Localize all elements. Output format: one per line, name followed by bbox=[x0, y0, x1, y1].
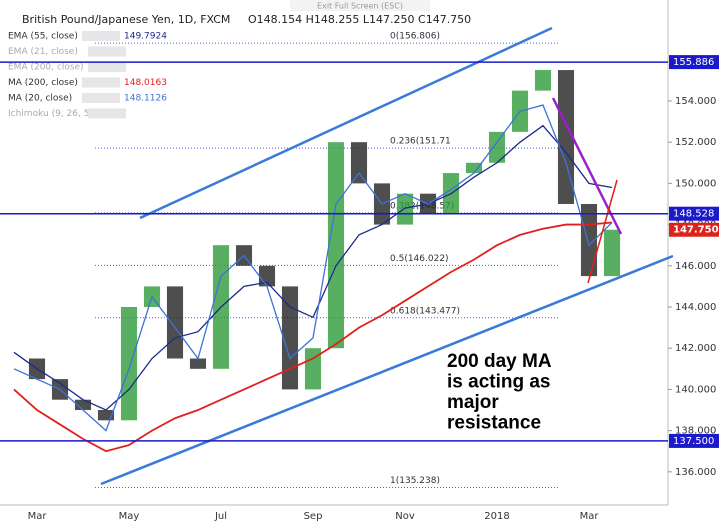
candle bbox=[580, 203, 598, 277]
x-tick-label: Jul bbox=[214, 511, 227, 522]
ma-line bbox=[13, 104, 613, 432]
fib-label: 0(156.806) bbox=[390, 32, 440, 42]
legend-entry: MA (200, close) bbox=[8, 78, 78, 88]
legend-buttons bbox=[82, 77, 120, 88]
x-tick-label: Sep bbox=[304, 511, 323, 522]
level-badge bbox=[669, 55, 719, 70]
y-tick-label: 146.000 bbox=[675, 261, 716, 272]
legend-buttons bbox=[82, 93, 120, 103]
legend-entry: EMA (200, close) bbox=[8, 63, 84, 73]
last-price-badge bbox=[669, 222, 719, 237]
x-tick-label: Nov bbox=[395, 511, 415, 522]
trend-line bbox=[587, 179, 618, 284]
x-tick-label: Mar bbox=[580, 511, 600, 522]
annotation-line: major bbox=[447, 392, 499, 413]
level-label: 137.500 bbox=[673, 436, 714, 447]
channel-lower bbox=[100, 254, 674, 486]
x-tick-label: Mar bbox=[28, 511, 48, 522]
annotation-line: resistance bbox=[447, 413, 541, 434]
y-tick-label: 136.000 bbox=[675, 467, 716, 478]
legend-buttons bbox=[82, 31, 120, 41]
legend-buttons bbox=[88, 62, 126, 72]
fib-label: 0.236(151.71 bbox=[390, 137, 451, 147]
y-tick-label: 140.000 bbox=[675, 384, 716, 395]
candle bbox=[281, 286, 299, 390]
legend-buttons bbox=[88, 108, 126, 119]
symbol: British Pound/Japanese Yen, 1D, FXCM bbox=[22, 13, 230, 26]
candle bbox=[74, 399, 92, 411]
candle bbox=[350, 142, 368, 184]
candle bbox=[557, 70, 575, 204]
candle bbox=[488, 131, 506, 163]
level-label: 148.528 bbox=[673, 209, 714, 220]
candle bbox=[465, 162, 483, 174]
ma-line bbox=[13, 124, 613, 411]
legend: EMA (55, close) 149.7924 EMA (21, close) EM… bbox=[8, 31, 167, 119]
candle bbox=[603, 229, 621, 277]
y-tick-label: 152.000 bbox=[675, 137, 716, 148]
plot: 0(156.806)0.236(151.710.382(148.57)0.5(1… bbox=[13, 32, 621, 489]
annotation-line: 200 day MA bbox=[447, 351, 552, 372]
fib-label: 0.618(143.477) bbox=[390, 306, 460, 316]
legend-entry: MA (20, close) bbox=[8, 94, 72, 104]
annotation-line: is acting as bbox=[447, 372, 551, 393]
fib-label: 0.5(146.022) bbox=[390, 254, 449, 264]
y-tick-label: 150.000 bbox=[675, 178, 716, 189]
trend-line bbox=[551, 97, 623, 235]
legend-value: 149.7924 bbox=[124, 32, 167, 42]
last-price-label: 147.750 bbox=[673, 225, 719, 236]
candle bbox=[304, 348, 322, 390]
candle bbox=[97, 410, 115, 421]
legend-entry: Ichimoku (9, 26, 52, 26) bbox=[8, 109, 116, 119]
legend-entry: EMA (55, close) bbox=[8, 32, 78, 42]
candle bbox=[327, 142, 345, 349]
ohlc: O148.154 H148.255 L147.250 C147.750 bbox=[248, 13, 471, 26]
ma-line bbox=[13, 221, 613, 453]
y-tick-label: 154.000 bbox=[675, 96, 716, 107]
x-tick-label: 2018 bbox=[484, 511, 509, 522]
legend-value: 148.1126 bbox=[124, 94, 167, 104]
level-badge bbox=[669, 206, 719, 221]
candle bbox=[534, 70, 552, 91]
legend-buttons bbox=[88, 46, 126, 57]
candle bbox=[189, 358, 207, 369]
x-tick-label: May bbox=[119, 511, 140, 522]
fib-label: 1(135.238) bbox=[390, 476, 440, 486]
level-badge bbox=[669, 433, 719, 448]
exit-button[interactable] bbox=[290, 0, 430, 11]
candle bbox=[166, 286, 184, 359]
y-tick-label: 144.000 bbox=[675, 302, 716, 313]
exit-button-label[interactable]: Exit Full Screen (ESC) bbox=[317, 2, 403, 11]
candle bbox=[396, 193, 414, 225]
legend-value: 148.0163 bbox=[124, 78, 167, 88]
candle bbox=[120, 306, 138, 421]
y-tick-label: 142.000 bbox=[675, 343, 716, 354]
channel-upper bbox=[139, 26, 553, 220]
y-tick-label: 138.000 bbox=[675, 426, 716, 437]
legend-entry: EMA (21, close) bbox=[8, 47, 78, 57]
level-label: 155.886 bbox=[673, 57, 714, 68]
